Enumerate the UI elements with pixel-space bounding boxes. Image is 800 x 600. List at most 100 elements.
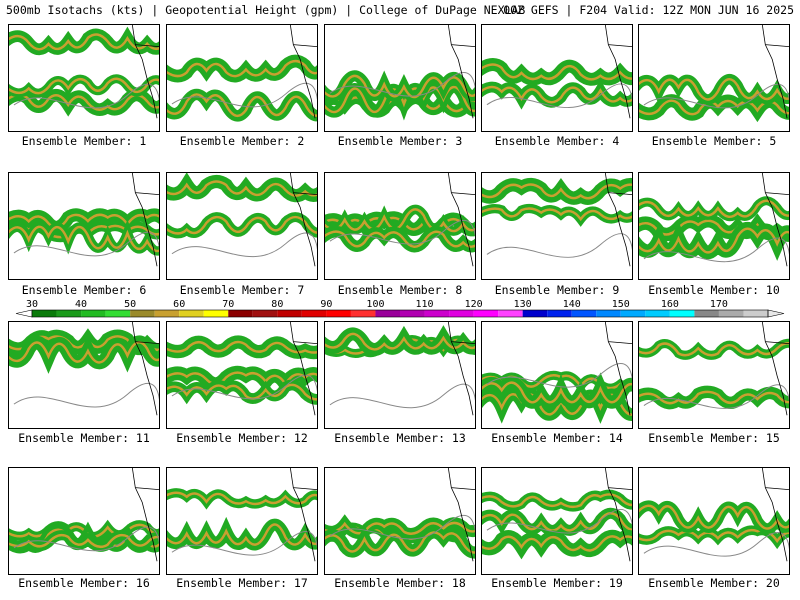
ensemble-map-panel bbox=[166, 172, 318, 280]
jet-core bbox=[167, 93, 317, 118]
colorbar-swatch bbox=[350, 310, 376, 317]
colorbar-graphic: 30 40 50 60 70 80 90 100 110 120 130 140 150 160 170 bbox=[15, 300, 785, 318]
ensemble-map-panel bbox=[8, 172, 160, 280]
ensemble-map-panel bbox=[166, 321, 318, 429]
ensemble-member-label: Ensemble Member: 3 bbox=[337, 134, 463, 148]
map-graphic bbox=[482, 25, 632, 119]
jet-core bbox=[325, 230, 475, 248]
coastline bbox=[289, 173, 317, 267]
colorbar-outline bbox=[31, 309, 769, 318]
height-contour bbox=[171, 82, 317, 108]
coastline bbox=[447, 322, 475, 416]
jet-core bbox=[167, 59, 317, 78]
ensemble-member-label: Ensemble Member: 17 bbox=[176, 576, 308, 590]
map-graphic bbox=[9, 25, 159, 119]
colorbar-swatch bbox=[326, 310, 351, 317]
jet-core bbox=[167, 523, 317, 546]
coastline bbox=[447, 25, 475, 119]
jet-core bbox=[167, 340, 317, 354]
coastline bbox=[447, 468, 475, 562]
coastline bbox=[447, 173, 475, 267]
ensemble-member-label: Ensemble Member: 11 bbox=[18, 431, 150, 445]
coastline bbox=[131, 322, 159, 416]
ensemble-map-panel bbox=[8, 24, 160, 132]
colorbar-swatch bbox=[130, 310, 155, 317]
ensemble-member-label: Ensemble Member: 6 bbox=[21, 283, 147, 297]
jet-core bbox=[325, 208, 475, 233]
ensemble-member-label: Ensemble Member: 1 bbox=[21, 134, 147, 148]
ensemble-member-label: Ensemble Member: 7 bbox=[179, 283, 305, 297]
colorbar-swatch bbox=[473, 310, 499, 317]
ensemble-member-label: Ensemble Member: 2 bbox=[179, 134, 305, 148]
coastline bbox=[604, 173, 632, 267]
coastline bbox=[604, 25, 632, 119]
jet-core bbox=[325, 74, 475, 99]
height-contour bbox=[643, 384, 789, 409]
colorbar-tick-label: 150 bbox=[612, 300, 630, 310]
jet-band bbox=[639, 196, 789, 222]
colorbar-swatch bbox=[547, 310, 572, 317]
colorbar-swatch bbox=[154, 310, 180, 317]
ensemble-map-panel bbox=[166, 467, 318, 575]
colorbar-tick-label: 130 bbox=[514, 300, 532, 310]
height-contour bbox=[643, 237, 789, 263]
colorbar-swatch bbox=[424, 310, 450, 317]
colorbar-right-arrow bbox=[767, 309, 785, 318]
jet-core bbox=[482, 85, 632, 104]
colorbar-tick-label: 100 bbox=[366, 300, 384, 310]
jet-core bbox=[482, 535, 632, 552]
height-contour bbox=[13, 526, 159, 552]
colorbar-tick-label: 70 bbox=[222, 300, 234, 310]
ensemble-map-panel bbox=[638, 321, 790, 429]
colorbar-swatch bbox=[375, 310, 400, 317]
height-contour bbox=[171, 232, 317, 258]
height-contour bbox=[486, 83, 632, 108]
ensemble-map-panel bbox=[638, 172, 790, 280]
ensemble-member-label: Ensemble Member: 8 bbox=[337, 283, 463, 297]
map-graphic bbox=[167, 322, 317, 416]
height-contour bbox=[13, 382, 159, 408]
map-graphic bbox=[639, 25, 789, 123]
map-graphic bbox=[9, 173, 159, 267]
ensemble-member-label: Ensemble Member: 4 bbox=[494, 134, 620, 148]
jet-core bbox=[482, 493, 632, 509]
map-graphic bbox=[9, 468, 159, 562]
colorbar-swatch bbox=[596, 310, 621, 317]
ensemble-member-label: Ensemble Member: 12 bbox=[176, 431, 308, 445]
colorbar-swatch bbox=[645, 310, 670, 317]
map-graphic bbox=[639, 468, 789, 562]
ensemble-map-panel bbox=[324, 467, 476, 575]
colorbar-tick-label: 160 bbox=[661, 300, 679, 310]
jet-core bbox=[482, 183, 632, 200]
colorbar-tick-label: 120 bbox=[465, 300, 483, 310]
jet-core bbox=[639, 528, 789, 544]
colorbar-swatch bbox=[301, 310, 327, 317]
colorbar-tick-label: 90 bbox=[320, 300, 332, 310]
ensemble-member-label: Ensemble Member: 5 bbox=[651, 134, 777, 148]
jet-core bbox=[9, 213, 159, 229]
coastline bbox=[761, 322, 789, 416]
jet-core bbox=[639, 78, 789, 101]
height-contour bbox=[329, 72, 475, 97]
jet-core bbox=[167, 180, 317, 197]
colorbar-swatch bbox=[56, 310, 82, 317]
colorbar-swatch bbox=[669, 310, 695, 317]
jet-core bbox=[639, 99, 789, 116]
coastline bbox=[289, 322, 317, 416]
jet-core bbox=[325, 531, 475, 554]
colorbar-left-arrow bbox=[15, 309, 33, 318]
jet-core bbox=[167, 371, 317, 387]
jet-core bbox=[325, 85, 475, 114]
ensemble-map-panel bbox=[638, 467, 790, 575]
jet-core bbox=[9, 33, 159, 51]
jet-core bbox=[9, 533, 159, 549]
ensemble-member-label: Ensemble Member: 18 bbox=[334, 576, 466, 590]
colorbar-tick-label: 50 bbox=[124, 300, 136, 310]
colorbar-swatch bbox=[81, 310, 106, 317]
isotach-colorbar: 30 40 50 60 70 80 90 100 110 120 130 140 150 160 170 bbox=[14, 300, 786, 322]
ensemble-member-label: Ensemble Member: 16 bbox=[18, 576, 150, 590]
ensemble-map-panel bbox=[324, 321, 476, 429]
ensemble-map-panel bbox=[324, 24, 476, 132]
colorbar-tick-label: 80 bbox=[271, 300, 283, 310]
map-graphic bbox=[639, 173, 789, 267]
